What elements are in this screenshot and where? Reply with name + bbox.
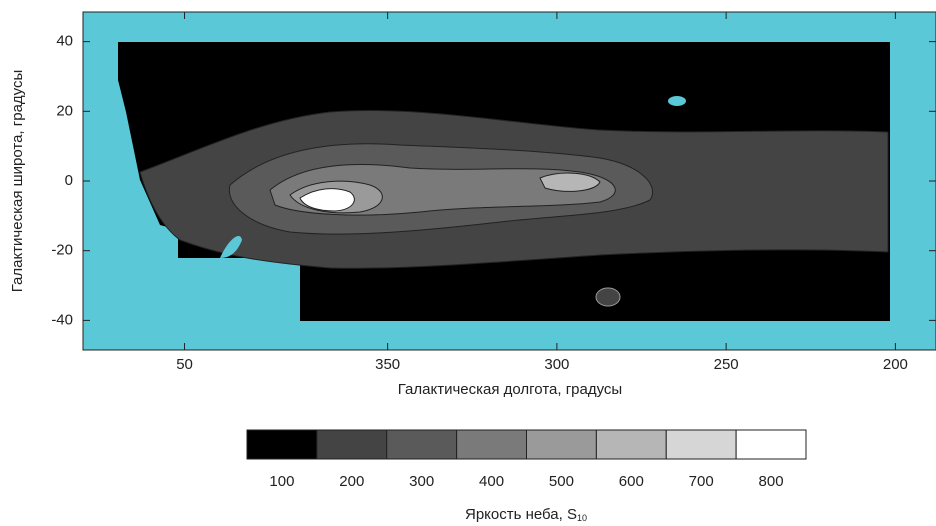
colorbar-tick-label: 800: [759, 473, 784, 490]
brightness-region: [299, 188, 355, 212]
y-tick-label: -20: [51, 242, 73, 259]
colorbar: 100 200 300 400 500 600 700 800: [246, 429, 807, 490]
x-tick-label: 250: [714, 356, 739, 373]
sky-map: [118, 42, 890, 321]
colorbar-cell: [665, 429, 737, 460]
colorbar-tick-label: 700: [689, 473, 714, 490]
unsurveyed-region: [668, 96, 686, 106]
colorbar-tick-label: 100: [269, 473, 294, 490]
colorbar-cell: [526, 429, 597, 460]
y-tick-label: 40: [56, 33, 73, 50]
colorbar-cell: [246, 429, 318, 460]
unsurveyed-region: [220, 236, 242, 258]
colorbar-tick-label: 500: [549, 473, 574, 490]
brightness-region: [595, 287, 621, 307]
y-tick-label: -40: [51, 311, 73, 328]
x-tick-label: 350: [375, 356, 400, 373]
x-axis-label: Галактическая долгота, градусы: [398, 381, 622, 398]
colorbar-tick-label: 400: [479, 473, 504, 490]
colorbar-tick-label: 300: [409, 473, 434, 490]
colorbar-label: Яркость неба, S10: [465, 506, 587, 523]
x-tick-label: 300: [544, 356, 569, 373]
axes: 50 350 300 250 200 -40 -20 0 20 40: [51, 12, 936, 373]
colorbar-cell: [735, 429, 807, 460]
colorbar-cell: [386, 429, 458, 460]
y-tick-label: 20: [56, 102, 73, 119]
colorbar-tick-label: 600: [619, 473, 644, 490]
y-axis-label: Галактическая широта, градусы: [9, 70, 26, 293]
brightness-region: [539, 172, 601, 192]
colorbar-cell: [595, 429, 667, 460]
y-tick-label: 0: [65, 172, 73, 189]
x-tick-label: 200: [883, 356, 908, 373]
colorbar-cell: [456, 429, 527, 460]
colorbar-label-text: Яркость неба, S: [465, 506, 577, 523]
colorbar-label-subscript: 10: [577, 513, 587, 523]
colorbar-tick-label: 200: [339, 473, 364, 490]
x-tick-label: 50: [176, 356, 193, 373]
colorbar-cell: [316, 429, 388, 460]
